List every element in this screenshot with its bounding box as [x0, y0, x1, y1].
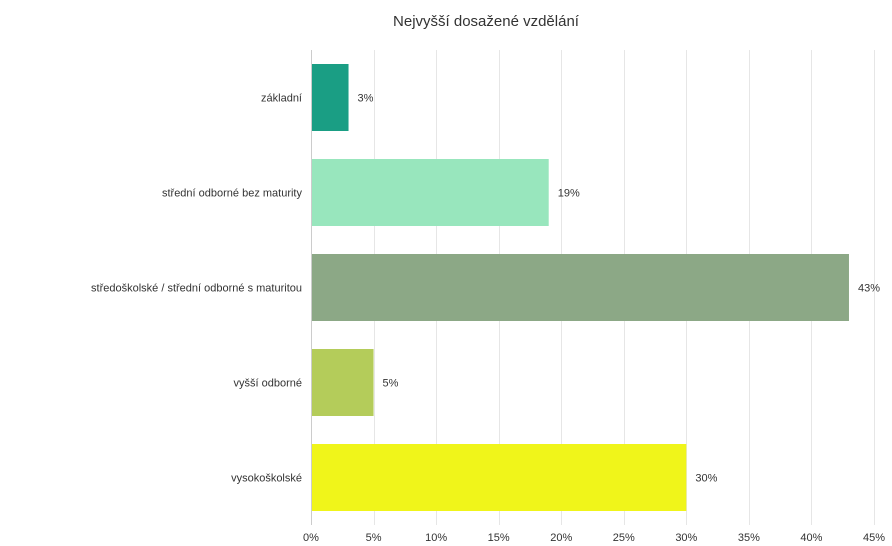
category-label: vysokoškolské	[231, 473, 302, 485]
category-label: střední odborné bez maturity	[162, 188, 303, 200]
category-label: středoškolské / střední odborné s maturi…	[91, 283, 302, 295]
data-label: 3%	[358, 93, 374, 105]
data-label: 30%	[695, 473, 717, 485]
bar	[312, 254, 849, 321]
category-label: základní	[261, 93, 302, 105]
x-tick-label: 30%	[675, 532, 697, 544]
data-label: 43%	[858, 283, 880, 295]
x-tick-label: 15%	[488, 532, 510, 544]
x-tick-label: 0%	[303, 532, 319, 544]
x-tick-label: 45%	[863, 532, 885, 544]
bar	[312, 64, 349, 131]
x-tick-label: 5%	[366, 532, 382, 544]
category-labels: základní střední odborné bez maturity stře…	[91, 93, 302, 485]
bars	[312, 64, 849, 511]
category-label: vyšší odborné	[234, 378, 302, 390]
x-axis-ticks: 0% 5% 10% 15% 20% 25% 30% 35% 40% 45%	[303, 532, 885, 544]
x-tick-label: 35%	[738, 532, 760, 544]
data-label: 19%	[558, 188, 580, 200]
x-tick-label: 40%	[800, 532, 822, 544]
data-label: 5%	[383, 378, 399, 390]
x-tick-label: 10%	[425, 532, 447, 544]
bar	[312, 159, 549, 226]
data-labels: 3% 19% 43% 5% 30%	[358, 93, 881, 485]
bar	[312, 444, 687, 511]
chart-title: Nejvyšší dosažené vzdělání	[393, 13, 580, 30]
x-tick-label: 25%	[613, 532, 635, 544]
bar	[312, 349, 374, 416]
x-tick-label: 20%	[550, 532, 572, 544]
